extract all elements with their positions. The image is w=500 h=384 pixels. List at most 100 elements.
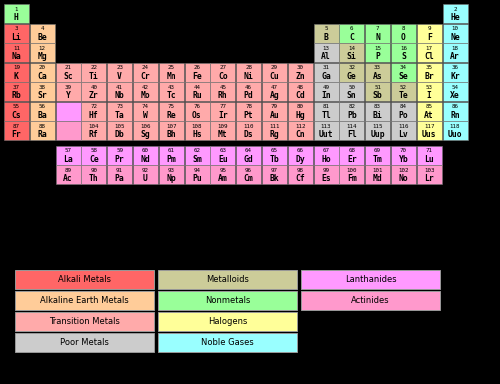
Bar	[288, 146, 312, 165]
Text: 37: 37	[13, 85, 20, 90]
Text: 73: 73	[116, 104, 123, 109]
Bar	[288, 63, 312, 82]
Text: Mt: Mt	[218, 130, 228, 139]
Bar	[365, 146, 390, 165]
Text: 53: 53	[426, 85, 432, 90]
Bar	[416, 43, 442, 62]
Text: 113: 113	[321, 124, 331, 129]
Text: Si: Si	[347, 52, 356, 61]
Text: Re: Re	[166, 111, 176, 120]
Text: 55: 55	[13, 104, 20, 109]
Text: Uup: Uup	[370, 130, 385, 139]
Text: 110: 110	[244, 124, 254, 129]
Bar	[158, 102, 184, 121]
Bar	[442, 4, 468, 23]
Bar	[301, 291, 440, 310]
Text: Cr: Cr	[140, 72, 150, 81]
Bar	[288, 102, 312, 121]
Text: 31: 31	[322, 65, 330, 70]
Bar	[416, 63, 442, 82]
Text: Ac: Ac	[63, 174, 73, 183]
Text: 82: 82	[348, 104, 356, 109]
Text: 81: 81	[322, 104, 330, 109]
Text: As: As	[372, 72, 382, 81]
Text: 41: 41	[116, 85, 123, 90]
Text: 40: 40	[90, 85, 98, 90]
Text: 105: 105	[114, 124, 125, 129]
Bar	[4, 24, 29, 43]
Text: 9: 9	[428, 26, 431, 31]
Bar	[301, 270, 440, 289]
Bar	[391, 166, 416, 184]
Text: In: In	[321, 91, 331, 100]
Text: P: P	[375, 52, 380, 61]
Text: 84: 84	[400, 104, 407, 109]
Text: Ne: Ne	[450, 33, 460, 41]
Bar	[56, 146, 80, 165]
Text: Lr: Lr	[424, 174, 434, 183]
Text: 95: 95	[220, 168, 226, 173]
Bar	[262, 63, 287, 82]
Text: 65: 65	[271, 149, 278, 154]
Bar	[288, 121, 312, 140]
Bar	[236, 83, 261, 101]
Text: 11: 11	[13, 46, 20, 51]
Bar	[82, 63, 106, 82]
Text: 33: 33	[374, 65, 381, 70]
Bar	[158, 291, 297, 310]
Text: N: N	[375, 33, 380, 41]
Bar	[365, 121, 390, 140]
Text: 118: 118	[450, 124, 460, 129]
Text: Nd: Nd	[140, 155, 150, 164]
Text: Rg: Rg	[270, 130, 280, 139]
Text: Ta: Ta	[114, 111, 124, 120]
Text: Bi: Bi	[372, 111, 382, 120]
Bar	[442, 63, 468, 82]
Text: 78: 78	[245, 104, 252, 109]
Bar	[365, 83, 390, 101]
Text: Es: Es	[321, 174, 331, 183]
Text: Co: Co	[218, 72, 228, 81]
Text: 58: 58	[90, 149, 98, 154]
Bar	[340, 63, 364, 82]
Text: Mo: Mo	[140, 91, 150, 100]
Bar	[365, 102, 390, 121]
Text: Cs: Cs	[12, 111, 22, 120]
Bar	[391, 146, 416, 165]
Text: 77: 77	[220, 104, 226, 109]
Text: 57: 57	[64, 149, 71, 154]
Text: Sm: Sm	[192, 155, 202, 164]
Bar	[158, 83, 184, 101]
Bar	[184, 121, 210, 140]
Text: Pm: Pm	[166, 155, 176, 164]
Bar	[262, 146, 287, 165]
Text: Fl: Fl	[347, 130, 356, 139]
Bar	[340, 121, 364, 140]
Text: La: La	[63, 155, 73, 164]
Bar	[416, 102, 442, 121]
Text: Al: Al	[321, 52, 331, 61]
Text: 94: 94	[194, 168, 200, 173]
Text: At: At	[424, 111, 434, 120]
Bar	[340, 43, 364, 62]
Text: 96: 96	[245, 168, 252, 173]
Bar	[184, 166, 210, 184]
Bar	[15, 291, 154, 310]
Text: Uuo: Uuo	[448, 130, 462, 139]
Text: Rb: Rb	[12, 91, 22, 100]
Text: 102: 102	[398, 168, 408, 173]
Text: 28: 28	[245, 65, 252, 70]
Bar	[442, 83, 468, 101]
Bar	[30, 102, 54, 121]
Text: Dy: Dy	[296, 155, 305, 164]
Bar	[158, 166, 184, 184]
Text: 111: 111	[269, 124, 280, 129]
Bar	[4, 43, 29, 62]
Text: He: He	[450, 13, 460, 22]
Text: Gd: Gd	[244, 155, 254, 164]
Text: 89: 89	[64, 168, 71, 173]
Text: Cn: Cn	[296, 130, 305, 139]
Text: 75: 75	[168, 104, 174, 109]
Text: 85: 85	[426, 104, 432, 109]
Text: 24: 24	[142, 65, 149, 70]
